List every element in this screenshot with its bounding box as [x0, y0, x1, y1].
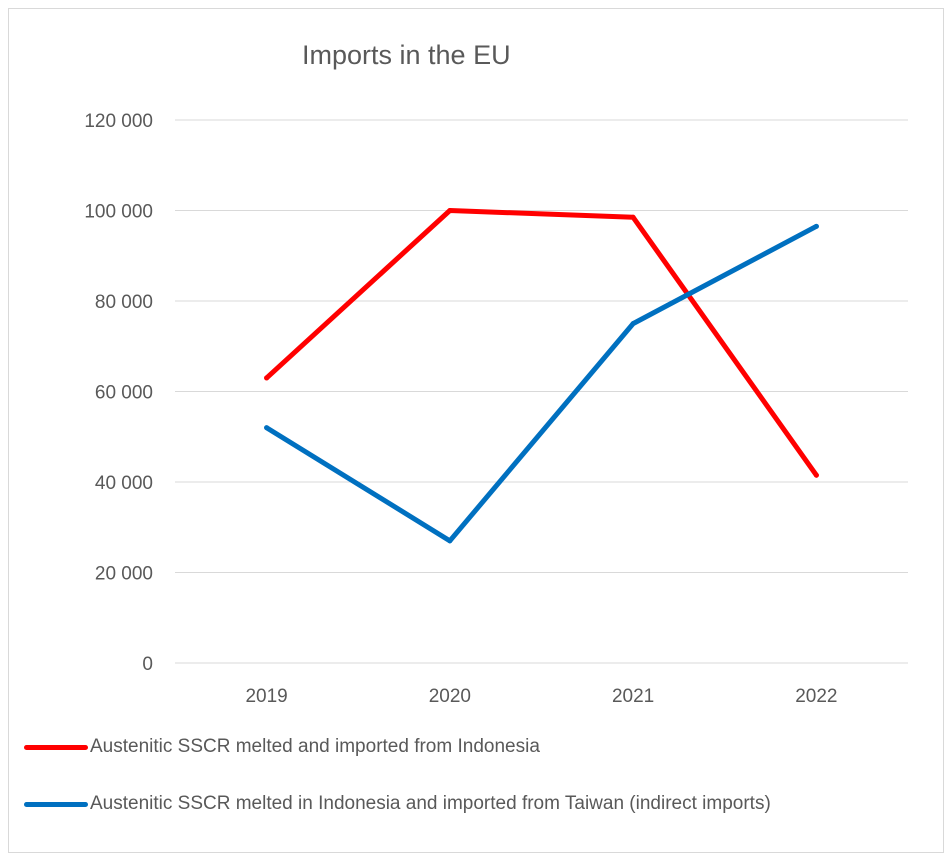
y-axis-ticks: 0 20 000 40 000 60 000 80 000 100 000 120 000	[84, 111, 153, 675]
y-tick-label: 0	[142, 654, 153, 675]
data-point[interactable]	[630, 214, 636, 220]
legend-swatch-taiwan	[24, 801, 88, 807]
legend: Austenitic SSCR melted and imported from…	[24, 735, 944, 849]
series-line-0[interactable]	[264, 208, 819, 478]
y-tick-label: 60 000	[95, 383, 153, 404]
data-point[interactable]	[264, 425, 270, 431]
data-point[interactable]	[630, 321, 636, 327]
data-point[interactable]	[447, 538, 453, 544]
y-tick-label: 40 000	[95, 473, 153, 494]
data-point[interactable]	[813, 472, 819, 478]
x-tick-label: 2019	[245, 686, 287, 707]
data-point[interactable]	[813, 223, 819, 229]
legend-label-taiwan: Austenitic SSCR melted in Indonesia and …	[90, 793, 771, 814]
data-point[interactable]	[447, 208, 453, 213]
chart-title: Imports in the EU	[302, 40, 511, 70]
series-lines	[264, 208, 819, 544]
x-tick-label: 2021	[612, 686, 654, 707]
series-line-1[interactable]	[264, 223, 819, 544]
y-tick-label: 80 000	[95, 292, 153, 313]
y-tick-label: 100 000	[84, 202, 153, 223]
gridlines	[175, 119, 908, 664]
legend-item-taiwan[interactable]: Austenitic SSCR melted in Indonesia and …	[24, 792, 944, 816]
legend-label-indonesia: Austenitic SSCR melted and imported from…	[90, 736, 540, 757]
legend-swatch-indonesia	[24, 744, 88, 750]
legend-item-indonesia[interactable]: Austenitic SSCR melted and imported from…	[24, 735, 944, 759]
x-tick-label: 2022	[795, 686, 837, 707]
chart-frame	[8, 8, 944, 853]
x-tick-label: 2020	[429, 686, 471, 707]
data-point[interactable]	[264, 375, 270, 381]
y-tick-label: 20 000	[95, 564, 153, 585]
x-axis-ticks: 2019 2020 2021 2022	[245, 686, 837, 707]
y-tick-label: 120 000	[84, 111, 153, 132]
